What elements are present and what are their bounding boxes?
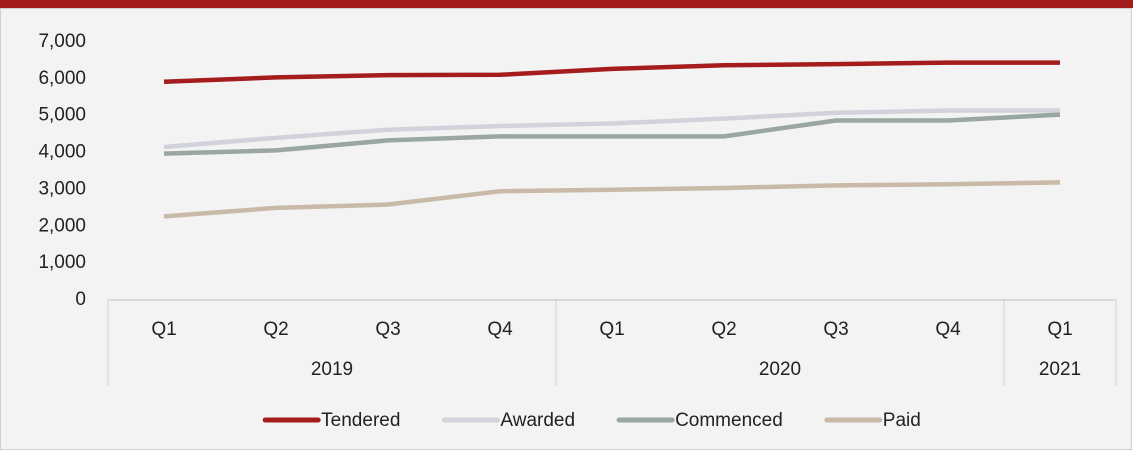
- x-tick-label: Q3: [823, 319, 848, 340]
- y-tick-label: 0: [75, 289, 86, 310]
- x-tick-label: Q1: [151, 319, 176, 340]
- legend-label: Awarded: [500, 410, 575, 431]
- x-tick-label: Q1: [1047, 319, 1072, 340]
- series-line: [163, 180, 1061, 219]
- y-tick-label: 6,000: [38, 68, 86, 89]
- top-bar: [0, 0, 1133, 8]
- y-tick-label: 7,000: [38, 31, 86, 52]
- legend-label: Tendered: [321, 410, 400, 431]
- series-line: [163, 112, 1061, 156]
- x-tick-label: Q4: [935, 319, 961, 340]
- legend-label: Paid: [883, 410, 921, 431]
- series-line: [163, 60, 1060, 85]
- y-tick-label: 3,000: [38, 178, 86, 199]
- x-tick-label: Q3: [375, 319, 400, 340]
- x-tick-label: Q2: [263, 319, 288, 340]
- group-label: 2019: [311, 359, 353, 380]
- y-tick-label: 1,000: [38, 252, 86, 273]
- x-tick-label: Q1: [599, 319, 624, 340]
- group-label: 2020: [759, 359, 801, 380]
- legend-label: Commenced: [675, 410, 783, 431]
- group-label: 2021: [1039, 359, 1081, 380]
- y-tick-label: 5,000: [38, 105, 86, 126]
- chart-panel: [0, 8, 1132, 450]
- x-tick-label: Q2: [711, 319, 736, 340]
- y-tick-label: 2,000: [38, 215, 86, 236]
- series-line: [163, 108, 1060, 150]
- y-tick-label: 4,000: [38, 142, 86, 163]
- x-tick-label: Q4: [487, 319, 513, 340]
